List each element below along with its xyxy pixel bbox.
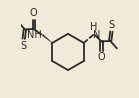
Text: S: S (21, 41, 27, 51)
Polygon shape (42, 34, 52, 43)
Text: S: S (108, 20, 114, 30)
Text: O: O (30, 8, 38, 18)
Text: O: O (98, 53, 105, 63)
Text: H: H (90, 22, 97, 32)
Text: N: N (93, 29, 101, 40)
Text: NH: NH (27, 29, 42, 40)
